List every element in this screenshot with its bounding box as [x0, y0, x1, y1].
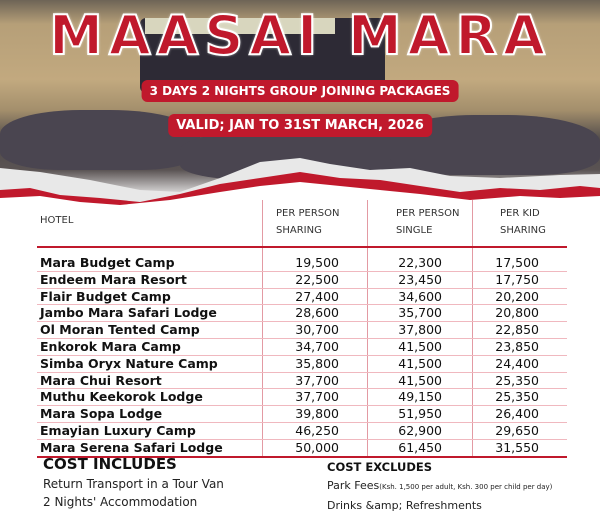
torn-paper-edge — [0, 158, 600, 205]
table-row: Endeem Mara Resort 22,500 23,450 17,750 — [37, 271, 567, 289]
price-sharing: 34,700 — [262, 338, 367, 355]
col-hotel: HOTEL — [40, 215, 74, 226]
price-kid: 24,400 — [472, 355, 567, 372]
hotel-name: Muthu Keekorok Lodge — [40, 389, 203, 405]
hotel-name: Emayian Luxury Camp — [40, 422, 196, 438]
table-row: Mara Budget Camp 19,500 22,300 17,500 — [37, 255, 567, 272]
price-single: 41,500 — [367, 355, 472, 372]
col-kid: PER KID SHARING — [472, 200, 567, 246]
price-sharing: 35,800 — [262, 355, 367, 372]
include-item: Return Transport in a Tour Van — [43, 477, 224, 491]
package-badge: 3 DAYS 2 NIGHTS GROUP JOINING PACKAGES — [141, 80, 459, 102]
hotel-name: Endeem Mara Resort — [40, 271, 187, 287]
table-row: Emayian Luxury Camp 46,250 62,900 29,650 — [37, 422, 567, 440]
hotel-name: Jambo Mara Safari Lodge — [40, 305, 217, 321]
price-single: 23,450 — [367, 271, 472, 288]
price-kid: 20,200 — [472, 288, 567, 305]
hotel-name: Mara Serena Safari Lodge — [40, 439, 223, 455]
price-single: 22,300 — [367, 255, 472, 271]
col-single: PER PERSON SINGLE — [367, 200, 472, 246]
price-sharing: 28,600 — [262, 305, 367, 322]
exclude-item: Drinks &amp; Refreshments — [327, 499, 482, 512]
hotel-name: Mara Sopa Lodge — [40, 406, 163, 422]
hotel-name: Enkorok Mara Camp — [40, 338, 181, 354]
cost-includes: COST INCLUDES Return Transport in a Tour… — [43, 455, 224, 509]
col-sharing: PER PERSON SHARING — [262, 200, 367, 246]
price-kid: 20,800 — [472, 305, 567, 322]
price-single: 62,900 — [367, 422, 472, 439]
table-header: HOTEL PER PERSON SHARING PER PERSON SINGLE… — [37, 200, 567, 248]
table-row: Mara Chui Resort 37,700 41,500 25,350 — [37, 372, 567, 390]
price-single: 61,450 — [367, 439, 472, 456]
price-sharing: 27,400 — [262, 288, 367, 305]
price-kid: 29,650 — [472, 422, 567, 439]
hotel-name: Mara Chui Resort — [40, 372, 162, 388]
price-single: 34,600 — [367, 288, 472, 305]
price-single: 49,150 — [367, 389, 472, 406]
price-sharing: 39,800 — [262, 406, 367, 422]
price-single: 35,700 — [367, 305, 472, 322]
hotel-name: Mara Budget Camp — [40, 255, 175, 270]
price-kid: 17,750 — [472, 271, 567, 288]
price-kid: 17,500 — [472, 255, 567, 271]
price-sharing: 30,700 — [262, 322, 367, 338]
table-row: Simba Oryx Nature Camp 35,800 41,500 24,400 — [37, 355, 567, 373]
hero-photo: MAASAI MARA 3 DAYS 2 NIGHTS GROUP JOININ… — [0, 0, 600, 200]
price-sharing: 46,250 — [262, 422, 367, 439]
cost-excludes: COST EXCLUDES Park Fees(Ksh. 1,500 per a… — [327, 460, 552, 512]
price-single: 41,500 — [367, 338, 472, 355]
price-sharing: 37,700 — [262, 372, 367, 389]
price-sharing: 50,000 — [262, 439, 367, 456]
hotel-name: Simba Oryx Nature Camp — [40, 355, 218, 371]
price-single: 51,950 — [367, 406, 472, 422]
include-item: 2 Nights' Accommodation — [43, 495, 198, 509]
table-row: Mara Sopa Lodge 39,800 51,950 26,400 — [37, 406, 567, 423]
price-sharing: 22,500 — [262, 271, 367, 288]
includes-title: COST INCLUDES — [43, 455, 177, 473]
table-divider — [37, 455, 567, 458]
table-row: Muthu Keekorok Lodge 37,700 49,150 25,350 — [37, 389, 567, 407]
table-row: Enkorok Mara Camp 34,700 41,500 23,850 — [37, 338, 567, 356]
price-kid: 25,350 — [472, 389, 567, 406]
excludes-title: COST EXCLUDES — [327, 460, 433, 474]
price-kid: 26,400 — [472, 406, 567, 422]
hotel-name: Ol Moran Tented Camp — [40, 322, 200, 338]
price-kid: 22,850 — [472, 322, 567, 338]
price-kid: 23,850 — [472, 338, 567, 355]
price-kid: 25,350 — [472, 372, 567, 389]
price-sharing: 19,500 — [262, 255, 367, 271]
price-table: HOTEL PER PERSON SHARING PER PERSON SINGLE… — [37, 200, 567, 458]
price-kid: 31,550 — [472, 439, 567, 456]
table-row: Ol Moran Tented Camp 30,700 37,800 22,850 — [37, 322, 567, 339]
validity-badge: VALID; JAN TO 31ST MARCH, 2026 — [168, 114, 432, 137]
price-sharing: 37,700 — [262, 389, 367, 406]
price-single: 37,800 — [367, 322, 472, 338]
table-row: Flair Budget Camp 27,400 34,600 20,200 — [37, 288, 567, 306]
price-single: 41,500 — [367, 372, 472, 389]
page-title: MAASAI MARA — [48, 3, 551, 68]
exclude-item: Park Fees(Ksh. 1,500 per adult, Ksh. 300… — [327, 479, 553, 492]
table-row: Jambo Mara Safari Lodge 28,600 35,700 20,80… — [37, 305, 567, 323]
hotel-name: Flair Budget Camp — [40, 288, 171, 304]
